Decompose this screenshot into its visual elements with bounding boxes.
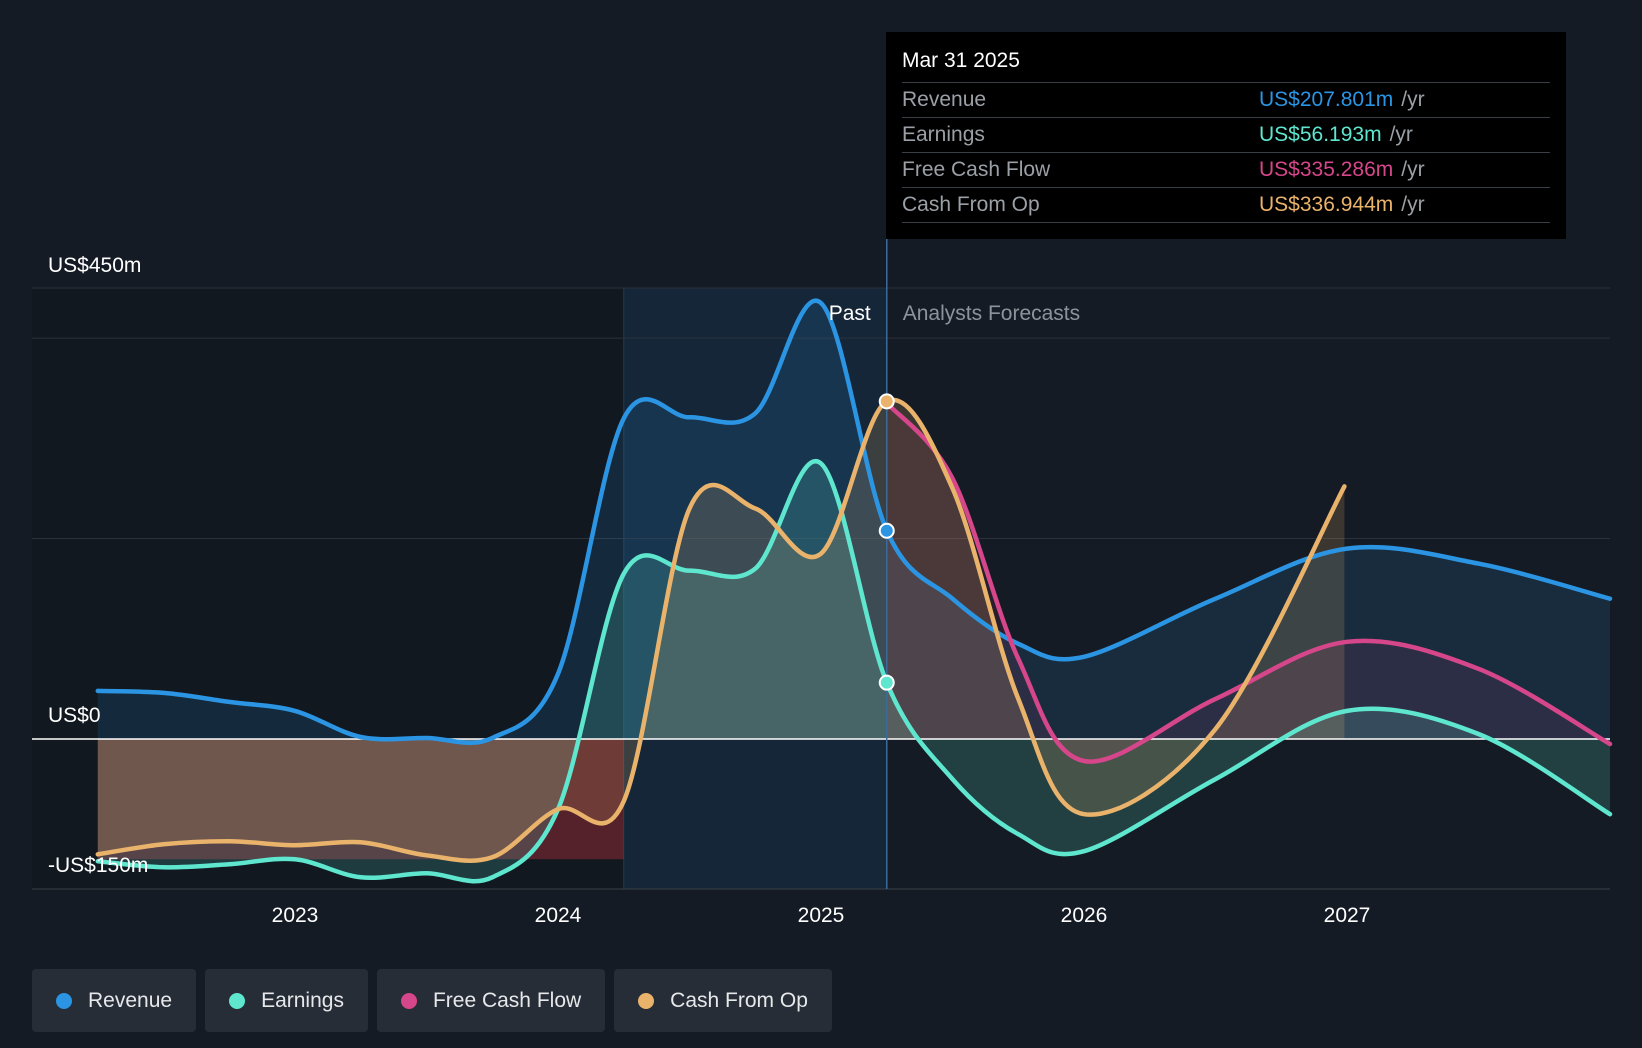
tooltip-value: US$56.193m [1259, 123, 1382, 146]
tooltip-row-earnings: Earnings US$56.193m /yr [902, 118, 1550, 153]
y-label-bottom: -US$150m [48, 854, 148, 877]
tooltip-row-free-cash-flow: Free Cash Flow US$335.286m /yr [902, 153, 1550, 188]
legend-label: Cash From Op [670, 988, 808, 1012]
legend-item-earnings[interactable]: Earnings [205, 969, 368, 1032]
tooltip-unit: /yr [1401, 158, 1425, 181]
past-label: Past [829, 302, 871, 325]
free-cash-flow-dot-icon [400, 992, 417, 1009]
tooltip-unit: /yr [1389, 123, 1413, 146]
earnings-area [97, 461, 1610, 882]
negative-earnings-area [97, 739, 624, 860]
revenue-marker [878, 522, 895, 539]
x-tick-label: 2024 [535, 904, 582, 927]
legend-item-free-cash-flow[interactable]: Free Cash Flow [376, 969, 606, 1032]
tooltip: Mar 31 2025 Revenue US$207.801m /yr Earn… [886, 32, 1566, 239]
earnings-line [95, 458, 1613, 884]
revenue-dot-icon [56, 992, 72, 1009]
legend-item-cash-from-op[interactable]: Cash From Op [614, 969, 832, 1032]
earnings-marker [878, 674, 895, 691]
legend-label: Free Cash Flow [432, 988, 582, 1012]
legend: Revenue Earnings Free Cash Flow Cash Fro… [32, 969, 832, 1032]
tooltip-value: US$335.286m [1259, 158, 1394, 181]
pre-past-region [32, 288, 624, 889]
tooltip-label: Cash From Op [902, 193, 1040, 216]
x-tick-label: 2023 [272, 904, 319, 927]
tooltip-value: US$207.801m [1259, 88, 1394, 111]
cash-from-op-marker [878, 393, 895, 410]
tooltip-unit: /yr [1401, 88, 1425, 111]
cash-from-op-area [97, 399, 1345, 861]
legend-label: Revenue [88, 988, 173, 1012]
cash-from-op-line [95, 397, 1347, 863]
tooltip-row-revenue: Revenue US$207.801m /yr [902, 83, 1550, 118]
cash-from-op-dot-icon [638, 992, 655, 1009]
x-tick-label: 2026 [1061, 904, 1108, 927]
tooltip-label: Free Cash Flow [902, 158, 1051, 181]
revenue-line [95, 298, 1613, 746]
forecast-label: Analysts Forecasts [903, 302, 1080, 325]
x-tick-label: 2027 [1324, 904, 1371, 927]
tooltip-date: Mar 31 2025 [902, 46, 1550, 83]
legend-label: Earnings [261, 988, 344, 1012]
free-cash-flow-area [886, 403, 1610, 762]
tooltip-label: Earnings [902, 123, 985, 146]
y-label-top: US$450m [48, 254, 141, 277]
tooltip-row-cash-from-op: Cash From Op US$336.944m /yr [902, 188, 1550, 223]
y-label-zero: US$0 [48, 704, 101, 727]
x-tick-label: 2025 [798, 904, 845, 927]
tooltip-unit: /yr [1401, 193, 1425, 216]
tooltip-value: US$336.944m [1259, 193, 1394, 216]
earnings-dot-icon [229, 992, 246, 1009]
free-cash-flow-line [884, 400, 1613, 764]
tooltip-label: Revenue [902, 88, 987, 111]
revenue-area [97, 300, 1610, 743]
legend-item-revenue[interactable]: Revenue [32, 969, 197, 1032]
